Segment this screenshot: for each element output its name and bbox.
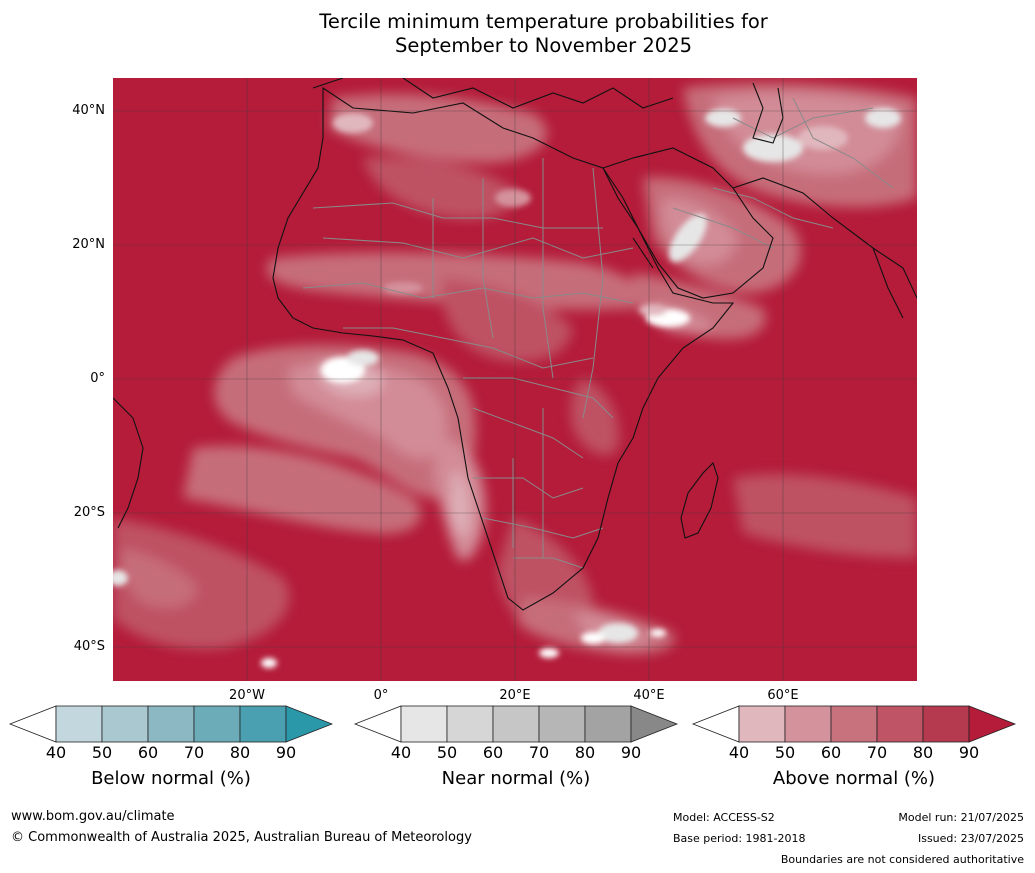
legend-below-tick-50: 50 [91, 743, 113, 762]
coastlines [113, 78, 917, 611]
lon-label-20w: 20°W [229, 688, 265, 703]
legend-above-title: Above normal (%) [772, 768, 936, 789]
legend-below-tick-70: 70 [183, 743, 205, 762]
map-svg [113, 78, 917, 681]
legend-above-tick-90: 90 [958, 743, 980, 762]
lon-label-0: 0° [373, 688, 389, 703]
colorbar-near-bin-3 [492, 705, 540, 743]
lat-label-20s: 20°S [73, 505, 105, 520]
title-line-2: September to November 2025 [394, 34, 693, 57]
colorbar-below-bin-1 [55, 705, 103, 743]
africa-probability-map [113, 78, 917, 681]
legend-above-normal [691, 705, 1017, 743]
colorbar-above-bin-4 [876, 705, 924, 743]
legend-below-tick-60: 60 [137, 743, 159, 762]
legend-near-tick-80: 80 [574, 743, 596, 762]
legend-above-tick-60: 60 [820, 743, 842, 762]
footer-boundaries-note: Boundaries are not considered authoritat… [780, 853, 1024, 866]
colorbar-above-bin-3 [830, 705, 878, 743]
lat-label-40s: 40°S [73, 639, 105, 654]
lon-label-40e: 40°E [633, 688, 665, 703]
colorbar-near-bin-2 [446, 705, 494, 743]
legend-near-tick-40: 40 [390, 743, 412, 762]
legend-near-normal [353, 705, 679, 743]
lat-label-20n: 20°N [72, 237, 105, 252]
country-borders [302, 97, 894, 569]
colorbar-near-max-arrow [630, 705, 679, 743]
footer-copyright: © Commonwealth of Australia 2025, Austra… [11, 830, 472, 845]
legend-near-title: Near normal (%) [441, 768, 591, 789]
lat-label-0: 0° [90, 371, 105, 386]
lon-label-20e: 20°E [499, 688, 531, 703]
legend-above-tick-80: 80 [912, 743, 934, 762]
footer-base-period: Base period: 1981-2018 [673, 832, 806, 845]
legend-above-tick-50: 50 [774, 743, 796, 762]
footer-website-link[interactable]: www.bom.gov.au/climate [11, 809, 175, 824]
colorbar-below-bin-5 [239, 705, 287, 743]
colorbar-near-min-arrow [353, 705, 402, 743]
colorbar-below-bin-3 [147, 705, 195, 743]
legend-below-tick-40: 40 [45, 743, 67, 762]
legend-below-tick-90: 90 [275, 743, 297, 762]
colorbar-above-max-arrow [968, 705, 1017, 743]
footer-issued: Issued: 23/07/2025 [917, 832, 1024, 845]
colorbar-below [8, 705, 334, 743]
legend-below-normal [8, 705, 334, 743]
colorbar-below-bin-4 [193, 705, 241, 743]
legend-near-tick-90: 90 [620, 743, 642, 762]
colorbar-below-bin-2 [101, 705, 149, 743]
colorbar-near-bin-4 [538, 705, 586, 743]
colorbar-above-min-arrow [691, 705, 740, 743]
title-line-1: Tercile minimum temperature probabilitie… [319, 10, 768, 33]
legend-near-tick-60: 60 [482, 743, 504, 762]
map-title: Tercile minimum temperature probabilitie… [0, 10, 1035, 58]
lat-label-40n: 40°N [72, 103, 105, 118]
legend-near-tick-50: 50 [436, 743, 458, 762]
colorbar-above-bin-2 [784, 705, 832, 743]
legend-below-title: Below normal (%) [91, 768, 251, 789]
graticule [113, 78, 917, 681]
legend-above-tick-70: 70 [866, 743, 888, 762]
colorbar-below-min-arrow [8, 705, 57, 743]
colorbar-above-bin-1 [738, 705, 786, 743]
legend-near-tick-70: 70 [528, 743, 550, 762]
lon-label-60e: 60°E [767, 688, 799, 703]
colorbar-near [353, 705, 679, 743]
footer-model-run: Model run: 21/07/2025 [898, 811, 1024, 824]
colorbar-near-bin-5 [584, 705, 632, 743]
footer-model: Model: ACCESS-S2 [673, 811, 775, 824]
colorbar-above [691, 705, 1017, 743]
colorbar-below-max-arrow [285, 705, 334, 743]
colorbar-near-bin-1 [400, 705, 448, 743]
legend-below-tick-80: 80 [229, 743, 251, 762]
colorbar-above-bin-5 [922, 705, 970, 743]
legend-above-tick-40: 40 [728, 743, 750, 762]
